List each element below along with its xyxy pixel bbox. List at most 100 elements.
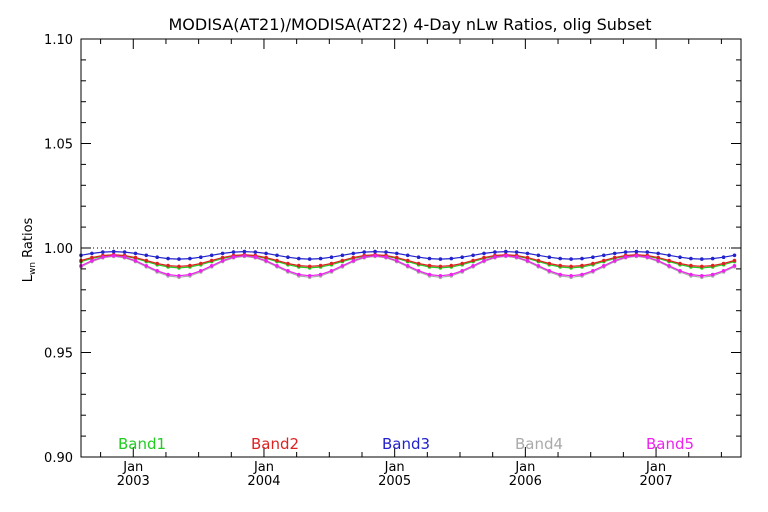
data-point <box>471 264 475 268</box>
data-point <box>275 253 279 258</box>
data-point <box>667 258 671 263</box>
data-point <box>90 258 94 263</box>
y-tick-label: 1.10 <box>44 33 73 48</box>
data-point <box>416 255 421 259</box>
data-point <box>536 264 541 268</box>
data-point <box>155 255 159 259</box>
data-point <box>111 249 116 254</box>
data-point <box>438 257 443 261</box>
data-point <box>612 255 617 260</box>
y-tick-label: 1.05 <box>44 138 73 153</box>
data-point <box>90 255 94 260</box>
data-point <box>188 256 192 261</box>
data-point <box>700 257 704 261</box>
data-point <box>286 269 290 273</box>
data-point <box>373 253 377 258</box>
data-point <box>569 274 573 278</box>
data-point <box>525 255 530 260</box>
data-point <box>384 250 388 254</box>
data-point <box>318 263 323 268</box>
data-point <box>536 253 541 258</box>
data-point <box>504 253 508 258</box>
data-point <box>329 261 334 266</box>
data-point <box>591 255 595 259</box>
legend-entry-3: Band3 <box>382 435 430 453</box>
data-point <box>689 272 693 277</box>
data-point <box>449 256 454 261</box>
data-point <box>395 251 399 256</box>
data-point <box>514 255 519 259</box>
data-point <box>220 251 225 256</box>
x-tick-month: Jan <box>253 460 274 475</box>
data-point <box>689 256 693 261</box>
data-point <box>144 253 149 258</box>
data-point <box>318 272 323 277</box>
data-point <box>166 272 170 277</box>
data-point <box>220 258 225 263</box>
x-tick-year: 2003 <box>117 474 150 489</box>
data-point <box>384 255 388 259</box>
data-point <box>427 256 432 261</box>
data-point <box>144 264 149 268</box>
data-point <box>449 263 454 268</box>
data-point <box>634 249 639 254</box>
data-point <box>602 258 606 263</box>
data-point <box>710 256 715 261</box>
data-point <box>307 274 312 278</box>
data-point <box>329 269 334 273</box>
data-point <box>340 253 345 258</box>
data-point <box>220 255 225 260</box>
data-point <box>297 272 301 277</box>
data-point <box>558 272 562 277</box>
y-tick-label: 0.90 <box>44 451 73 466</box>
data-point <box>307 264 312 269</box>
data-point <box>122 255 127 259</box>
y-tick-label: 1.00 <box>44 242 73 257</box>
data-point <box>634 253 639 258</box>
data-point <box>591 261 595 266</box>
data-point <box>721 255 726 259</box>
data-point <box>449 272 454 277</box>
data-point <box>166 256 170 261</box>
data-point <box>558 256 562 261</box>
data-point <box>395 258 399 263</box>
chart-title: MODISA(AT21)/MODISA(AT22) 4-Day nLw Rati… <box>168 15 651 34</box>
x-tick-month: Jan <box>514 460 535 475</box>
data-point <box>199 269 203 273</box>
data-point <box>471 253 475 258</box>
data-point <box>580 256 584 261</box>
data-point <box>667 253 671 258</box>
data-point <box>351 255 356 260</box>
data-point <box>264 251 268 256</box>
data-point <box>602 253 606 258</box>
y-tick-label: 0.95 <box>44 347 73 362</box>
data-point <box>710 263 715 268</box>
data-point <box>427 263 432 268</box>
data-point <box>264 258 268 263</box>
data-point <box>297 256 301 261</box>
data-point <box>525 251 530 256</box>
data-point <box>525 258 530 263</box>
data-point <box>155 269 159 273</box>
data-point <box>199 255 203 259</box>
data-point <box>307 257 312 261</box>
data-point <box>351 251 356 256</box>
data-point <box>111 253 116 258</box>
data-point <box>678 261 682 266</box>
data-point <box>591 269 595 273</box>
legend: Band1 Band2 Band3 Band4 Band5 <box>118 435 694 453</box>
data-point <box>536 258 541 263</box>
data-point <box>678 255 682 259</box>
data-point <box>721 261 726 266</box>
data-point <box>405 264 410 268</box>
data-point <box>188 272 192 277</box>
data-point <box>340 264 345 268</box>
data-point <box>199 261 203 266</box>
data-point <box>580 263 584 268</box>
data-point <box>405 253 410 258</box>
data-point <box>438 264 443 269</box>
data-point <box>493 255 497 259</box>
data-point <box>318 256 323 261</box>
